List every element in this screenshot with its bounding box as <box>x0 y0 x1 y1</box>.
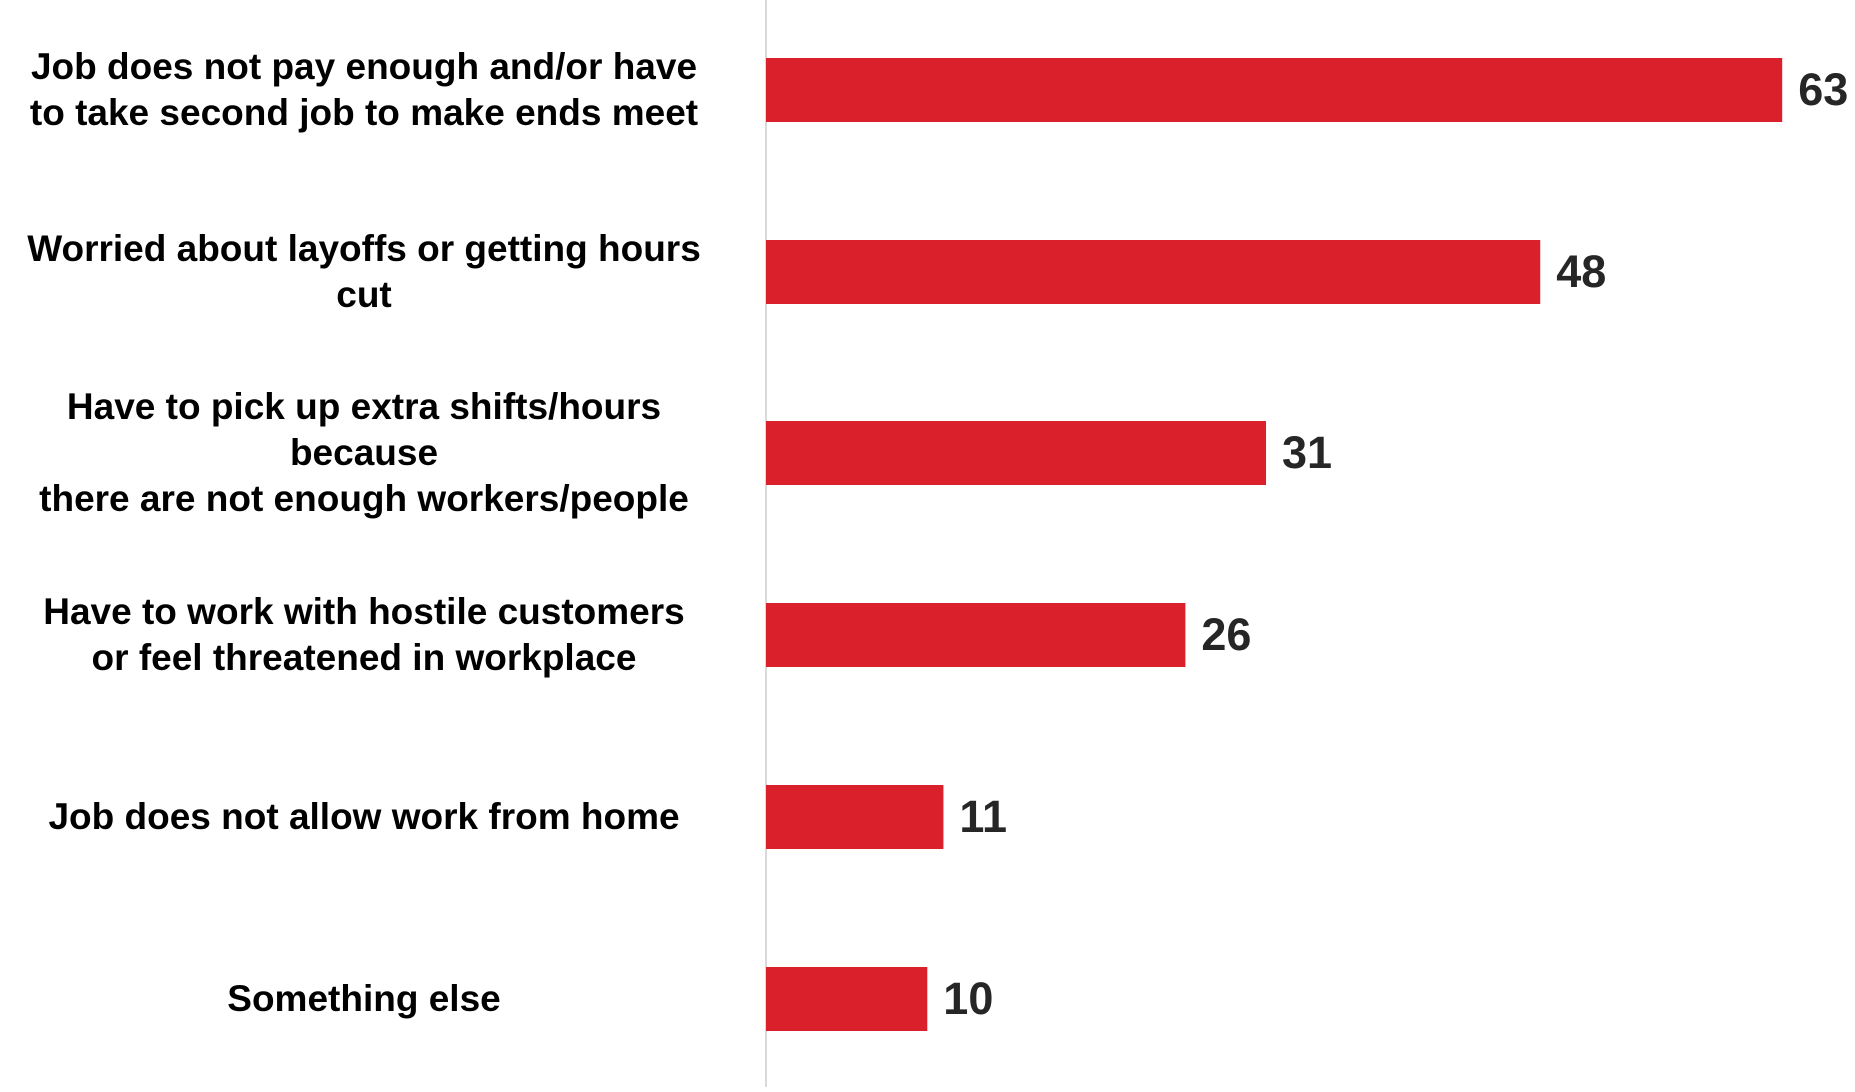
bars-group <box>766 58 1783 1031</box>
category-label: Have to work with hostile customers or f… <box>43 591 685 678</box>
category-label: Job does not pay enough and/or have to t… <box>29 46 699 133</box>
bar <box>766 58 1783 122</box>
bar <box>766 421 1267 485</box>
category-label: Job does not allow work from home <box>48 796 680 837</box>
value-labels-group: 63 48 31 26 11 10 <box>943 64 1848 1024</box>
value-label: 26 <box>1201 609 1251 660</box>
bar <box>766 603 1186 667</box>
value-label: 31 <box>1282 427 1332 478</box>
bar <box>766 240 1541 304</box>
value-label: 63 <box>1798 64 1848 115</box>
value-label: 48 <box>1556 246 1606 297</box>
value-label: 10 <box>943 973 993 1024</box>
bar <box>766 785 944 849</box>
category-label: Have to pick up extra shifts/hours becau… <box>39 386 689 519</box>
category-label: Worried about layoffs or getting hours c… <box>27 228 701 315</box>
value-label: 11 <box>959 791 1007 842</box>
bar <box>766 967 928 1031</box>
category-label: Something else <box>227 978 501 1019</box>
